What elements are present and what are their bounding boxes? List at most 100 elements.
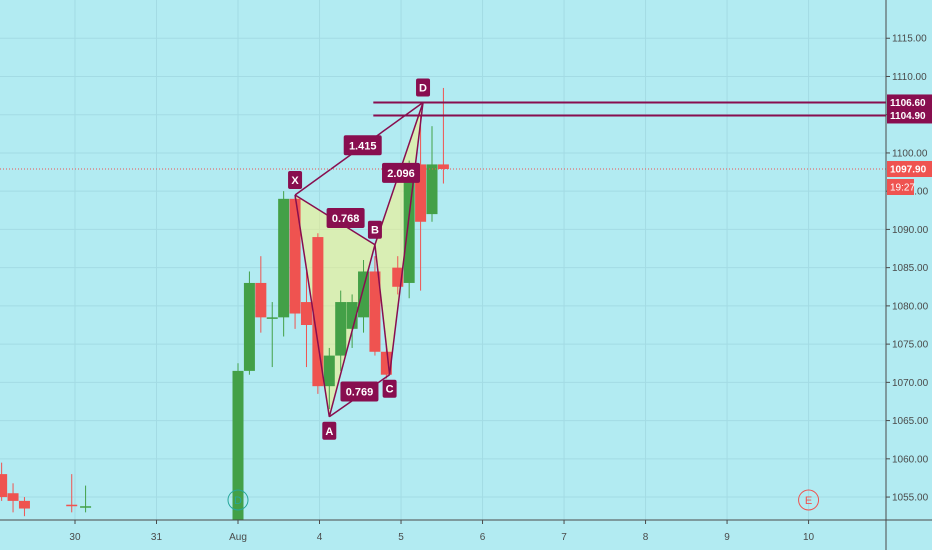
point-label-text: A (325, 426, 333, 438)
price-tick-label: 1065.00 (892, 416, 929, 427)
point-label-x: X (288, 171, 303, 189)
candle (18, 497, 30, 517)
ratio-label-text: 0.768 (332, 213, 360, 225)
candle (266, 302, 278, 368)
time-tick-label: 8 (643, 532, 649, 543)
point-label-a: A (322, 421, 337, 440)
leg-xa (294, 194, 331, 417)
price-tick-label: 1100.00 (892, 148, 928, 159)
price-tick-label: 1080.00 (892, 301, 929, 312)
marker-circle (227, 489, 249, 511)
countdown-box (887, 179, 914, 195)
price-tick-label: 1110.00 (892, 72, 927, 83)
ratio-label: 1.415 (343, 135, 382, 156)
point-label-box (288, 171, 303, 189)
time-tick-label: Aug (229, 532, 247, 543)
time-tick-label: 31 (151, 532, 163, 543)
candle-body (437, 164, 449, 169)
ratio-labels: 0.768 0.769 1.415 2.096 (326, 135, 421, 402)
candle (278, 191, 290, 337)
level-price-box (887, 107, 932, 124)
level-price-text: 1104.90 (890, 111, 926, 122)
candle-body (358, 271, 370, 318)
candles (0, 87, 449, 520)
candle (323, 347, 335, 410)
candle-body (380, 351, 392, 375)
candle (415, 114, 427, 291)
ratio-label-box (343, 135, 382, 156)
candle (335, 290, 347, 371)
time-tick-label: 6 (480, 532, 486, 543)
level-price-box (887, 94, 932, 111)
candle-body (255, 282, 267, 318)
candle (403, 160, 415, 299)
time-axis-ticks: 30 31 Aug 4 5 6 7 8 9 10 (69, 520, 815, 543)
candle (437, 87, 449, 184)
point-label-text: B (371, 225, 379, 237)
ratio-label: 0.769 (340, 381, 379, 402)
point-label-c: C (382, 379, 397, 398)
candle-body (289, 198, 301, 314)
price-tick-label: 1085.00 (892, 263, 929, 274)
candle (426, 126, 438, 222)
candle (80, 485, 92, 513)
level-price-label: 1106.60 (887, 94, 932, 111)
marker-e: E (798, 489, 820, 511)
last-price-label: 1097.90 19:27 (887, 161, 932, 195)
point-label-text: D (419, 82, 427, 94)
level-price-text: 1106.60 (890, 98, 926, 109)
ratio-label: 0.768 (326, 207, 365, 228)
candle-body (300, 302, 312, 325)
level-price-labels: 1106.60 1104.90 (887, 94, 932, 124)
price-tick-label: 1090.00 (892, 225, 929, 236)
candle-body (392, 267, 404, 287)
candle (346, 294, 358, 348)
ratio-label-box (382, 162, 421, 183)
price-tick-label: 1060.00 (892, 454, 929, 465)
candle (66, 474, 78, 513)
candle-body (426, 164, 438, 215)
price-tick-label: 1070.00 (892, 378, 929, 389)
candle (358, 260, 370, 333)
marker-circle (798, 489, 820, 511)
candle-body (312, 237, 324, 387)
price-tick-label: 1055.00 (892, 493, 929, 504)
candle-body (0, 474, 8, 498)
time-tick-label: 30 (69, 532, 81, 543)
point-label-box (382, 379, 397, 398)
point-label-box (416, 78, 431, 97)
harmonic-pattern-lines (294, 101, 424, 418)
candle-body (278, 198, 290, 318)
point-label-b: B (367, 220, 382, 239)
point-label-text: X (291, 175, 299, 187)
candle-body (335, 302, 347, 356)
pattern-triangle-bcd (374, 102, 424, 375)
candle (369, 256, 381, 356)
candle-body (266, 317, 278, 319)
candle-body (7, 493, 19, 501)
time-tick-label: 7 (561, 532, 567, 543)
price-tick-label: 1115.00 (892, 34, 927, 45)
leg-cd (388, 102, 424, 375)
candle-body (80, 506, 92, 508)
last-price-box (887, 161, 932, 177)
candle (289, 195, 301, 329)
time-axis (0, 520, 932, 550)
candle-body (403, 164, 415, 283)
time-tick-label: 10 (803, 532, 815, 543)
countdown-text: 19:27 (890, 183, 915, 194)
candle-body (66, 504, 78, 507)
time-tick-label: 9 (724, 532, 730, 543)
price-axis (886, 0, 932, 550)
candle (255, 256, 267, 333)
candle-body (346, 302, 358, 329)
last-price-text: 1097.90 (890, 165, 927, 176)
horizontal-lines (373, 101, 886, 117)
point-label-text: C (386, 384, 394, 396)
time-tick-label: 5 (398, 532, 404, 543)
grid-lines (0, 0, 886, 520)
candle (0, 462, 8, 501)
candle (300, 271, 312, 368)
